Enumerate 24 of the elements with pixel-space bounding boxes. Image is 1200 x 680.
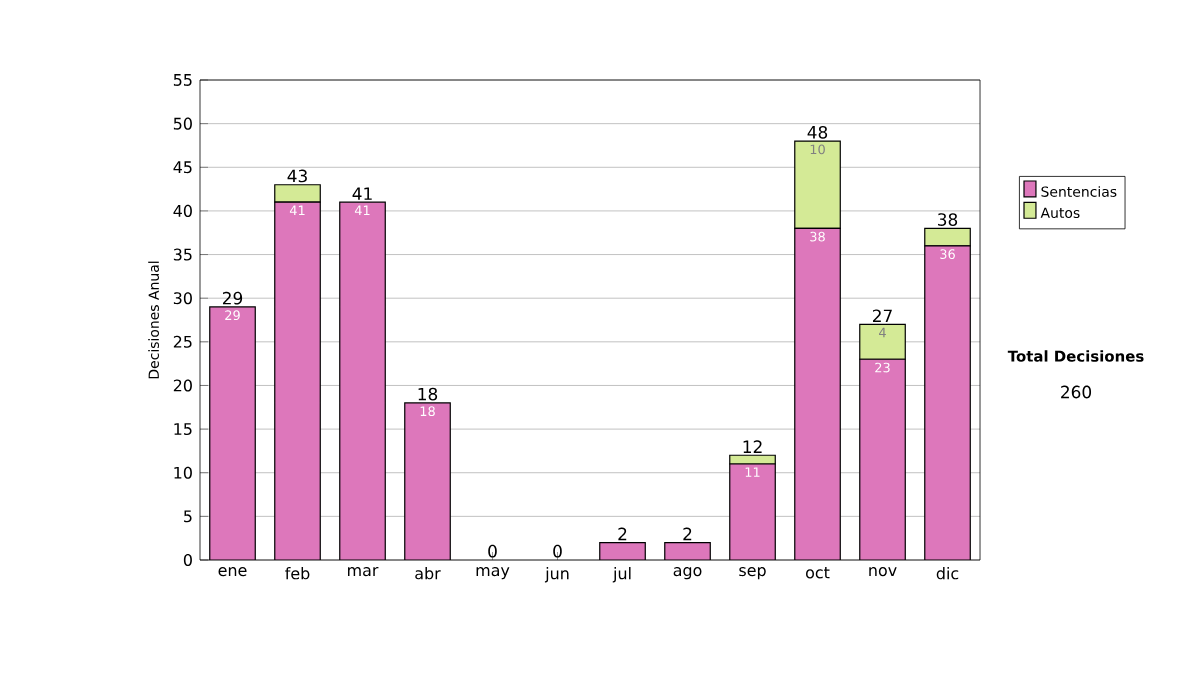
total-label: 29	[222, 291, 243, 305]
bar	[859, 359, 906, 560]
bar	[664, 542, 711, 560]
total-label: 48	[807, 125, 828, 139]
bar	[794, 228, 841, 560]
total-label: 12	[743, 440, 762, 453]
total-label: 18	[418, 387, 438, 401]
bar	[404, 402, 451, 560]
total-label: 27	[872, 309, 892, 322]
bar	[924, 245, 971, 560]
bar	[599, 542, 646, 560]
total-label: 2	[683, 527, 692, 541]
total-label: 0	[553, 544, 562, 558]
total-label: 41	[352, 187, 372, 200]
total-label: 2	[618, 527, 627, 541]
total-label: 38	[938, 213, 958, 226]
total-label: 0	[488, 544, 497, 558]
bar	[209, 306, 256, 560]
bar	[859, 323, 906, 360]
bar	[274, 201, 321, 560]
total-label: 43	[287, 169, 307, 183]
text: 260	[1061, 385, 1092, 399]
bar	[729, 464, 776, 560]
bar	[339, 201, 386, 560]
